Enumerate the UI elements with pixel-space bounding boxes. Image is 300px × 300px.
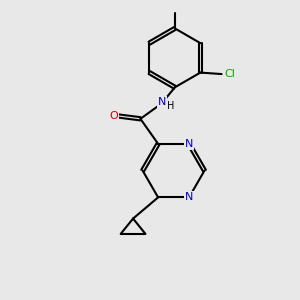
Text: H: H — [167, 101, 175, 111]
Text: O: O — [110, 111, 118, 121]
Text: N: N — [158, 97, 166, 107]
Text: N: N — [185, 192, 193, 203]
Text: Cl: Cl — [224, 69, 235, 79]
Text: N: N — [185, 139, 193, 149]
